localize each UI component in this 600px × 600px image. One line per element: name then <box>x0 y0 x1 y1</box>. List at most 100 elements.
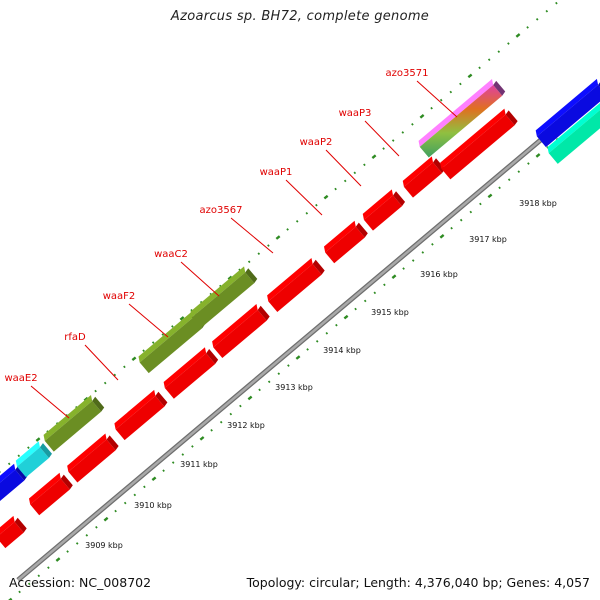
major-tick <box>8 597 13 600</box>
cds-feature-red[interactable] <box>67 433 119 483</box>
gene-label-group: azo3571 waaP3 waaP2 waaP1 azo3567 waaC2 waaF2 r… <box>4 68 458 419</box>
minor-tick <box>199 300 203 304</box>
kbp-tick-label: 3912 kbp <box>227 421 265 430</box>
cds-feature-blue[interactable] <box>0 463 28 509</box>
minor-tick <box>373 291 377 295</box>
minor-tick <box>239 404 242 408</box>
inner-tick-track <box>8 137 559 600</box>
minor-tick <box>190 308 193 312</box>
major-tick <box>343 314 349 320</box>
minor-tick <box>382 147 385 150</box>
gene-label[interactable]: azo3567 <box>200 205 243 216</box>
gene-label[interactable]: waaF2 <box>103 291 136 302</box>
minor-tick <box>449 90 453 94</box>
minor-tick <box>459 82 462 86</box>
gene-label[interactable]: waaP3 <box>339 108 372 119</box>
minor-tick <box>66 550 69 553</box>
minor-tick <box>334 187 337 191</box>
minor-tick <box>229 412 233 416</box>
cds-feature-green[interactable] <box>43 394 105 452</box>
minor-tick <box>450 226 453 230</box>
kbp-tick-label: 3913 kbp <box>275 383 313 392</box>
gene-label[interactable]: waaP1 <box>260 167 293 178</box>
cds-feature-multicolor[interactable] <box>418 79 506 158</box>
minor-tick <box>95 525 98 529</box>
major-tick <box>275 235 281 240</box>
minor-tick <box>7 462 11 466</box>
leader-line <box>325 149 362 187</box>
minor-tick <box>431 243 434 246</box>
minor-tick <box>555 1 558 5</box>
major-tick <box>515 33 521 38</box>
gene-label[interactable]: waaP2 <box>300 137 333 148</box>
cds-feature-aqua[interactable] <box>547 102 600 164</box>
minor-tick <box>402 267 405 270</box>
minor-tick <box>363 163 366 167</box>
feature-track[interactable] <box>0 78 600 549</box>
major-tick <box>151 476 157 482</box>
kbp-tick-label: 3910 kbp <box>134 501 172 510</box>
minor-tick <box>27 446 30 449</box>
minor-tick <box>497 50 501 53</box>
minor-tick <box>267 380 271 384</box>
cds-feature-red[interactable] <box>212 303 270 359</box>
minor-tick <box>478 66 481 70</box>
minor-tick <box>353 171 357 175</box>
minor-tick <box>181 453 185 456</box>
minor-tick <box>18 590 21 594</box>
gene-label[interactable]: waaC2 <box>154 249 188 260</box>
minor-tick <box>391 139 395 142</box>
leader-line <box>285 179 323 216</box>
leader-line <box>230 217 274 254</box>
minor-tick <box>37 574 41 578</box>
minor-tick <box>295 220 299 223</box>
gene-label[interactable]: waaE2 <box>4 373 37 384</box>
minor-tick <box>315 203 318 207</box>
minor-tick <box>114 509 117 513</box>
minor-tick <box>383 283 386 287</box>
major-tick <box>103 516 109 522</box>
cds-feature-red[interactable] <box>362 189 406 231</box>
minor-tick <box>535 17 539 21</box>
major-tick <box>419 114 425 119</box>
cds-feature-red[interactable] <box>440 108 518 180</box>
major-tick <box>467 73 473 79</box>
leader-line <box>364 120 400 157</box>
topology-stats-text: Topology: circular; Length: 4,376,040 bp… <box>246 575 590 590</box>
minor-tick <box>151 341 155 344</box>
major-tick <box>35 437 41 442</box>
minor-tick <box>257 252 261 256</box>
cds-feature-red[interactable] <box>28 472 73 516</box>
gene-label[interactable]: azo3571 <box>386 68 429 79</box>
cds-feature-red[interactable] <box>163 347 219 399</box>
cds-feature-green[interactable] <box>190 266 258 329</box>
major-tick <box>227 275 233 281</box>
cds-feature-red[interactable] <box>267 257 325 313</box>
minor-tick <box>162 469 165 472</box>
cds-feature-red[interactable] <box>402 156 446 198</box>
minor-tick <box>85 534 89 537</box>
minor-tick <box>325 331 329 335</box>
leader-line <box>84 344 119 381</box>
minor-tick <box>343 179 347 183</box>
minor-tick <box>527 162 530 165</box>
minor-tick <box>47 566 50 569</box>
minor-tick <box>113 373 117 377</box>
kbp-tick-label: 3914 kbp <box>323 346 361 355</box>
major-tick <box>179 316 185 321</box>
cds-feature-red[interactable] <box>114 389 168 441</box>
cds-feature-cyan[interactable] <box>15 441 52 478</box>
cds-feature-red[interactable] <box>323 220 368 264</box>
minor-tick <box>142 349 145 352</box>
cds-feature-red[interactable] <box>0 515 27 549</box>
minor-tick <box>191 445 194 448</box>
gene-label[interactable]: rfaD <box>64 332 86 343</box>
minor-tick <box>17 454 21 458</box>
minor-tick <box>123 365 126 369</box>
minor-tick <box>545 9 549 13</box>
minor-tick <box>123 501 127 505</box>
minor-tick <box>363 299 367 303</box>
minor-tick <box>459 218 463 222</box>
minor-tick <box>161 333 165 336</box>
minor-tick <box>306 348 309 351</box>
